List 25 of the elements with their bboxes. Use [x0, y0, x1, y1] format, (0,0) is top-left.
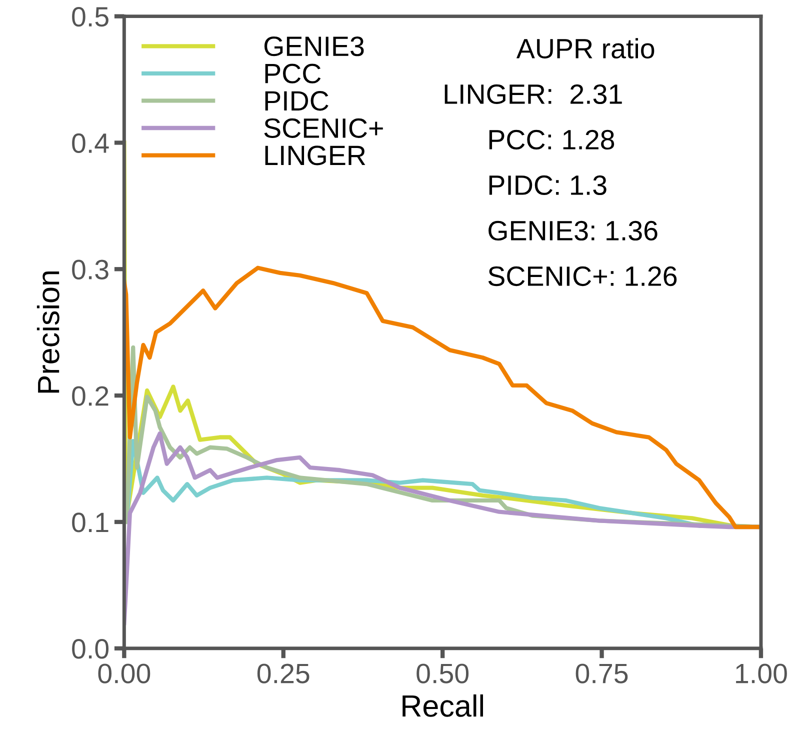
legend-label: GENIE3	[264, 36, 364, 56]
legend-label: PIDC	[265, 91, 328, 111]
y-tick-label: 0.2	[72, 386, 108, 406]
x-tick-label: 0.50	[416, 664, 469, 684]
annotation: PIDC: 1.3	[489, 175, 606, 196]
y-tick-label: 0.4	[72, 133, 109, 154]
legend-label: PCC	[265, 64, 321, 84]
annotation: AUPR ratio	[516, 38, 654, 59]
x-tick-label: 1.00	[736, 664, 787, 684]
y-tick-label: 0.3	[72, 260, 108, 280]
annotation: PCC: 1.28	[489, 130, 614, 150]
y-tick-label: 0.0	[72, 639, 109, 659]
legend-label: SCENIC+	[264, 118, 383, 138]
x-axis-title: Recall	[402, 694, 483, 717]
annotation: GENIE3: 1.36	[488, 220, 658, 241]
y-axis-title: Precision	[36, 271, 60, 393]
annotation: LINGER: 2.31	[444, 84, 622, 104]
x-tick-label: 0.00	[98, 664, 150, 684]
x-tick-label: 0.75	[576, 664, 628, 684]
x-tick-label: 0.25	[257, 664, 310, 684]
y-tick-label: 0.1	[72, 512, 108, 532]
legend-label: LINGER	[265, 146, 366, 166]
line-series	[124, 266, 761, 530]
y-tick-label: 0.5	[72, 6, 108, 27]
annotation: SCENIC+: 1.26	[488, 266, 677, 286]
